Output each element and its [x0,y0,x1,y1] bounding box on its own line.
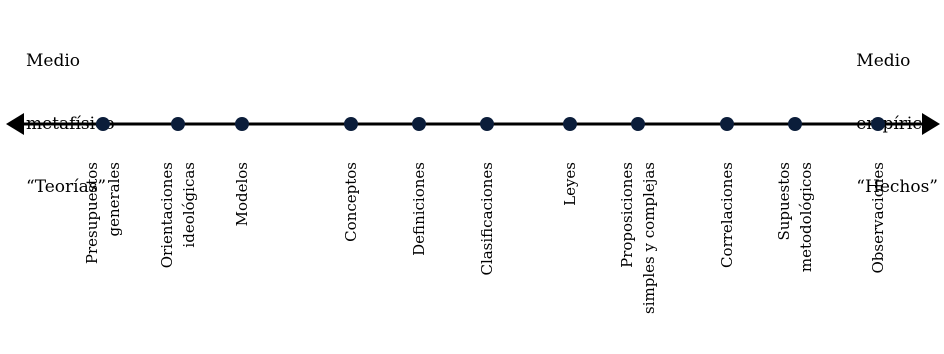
axis-point [96,117,110,131]
axis-point [344,117,358,131]
point-label: simples y complejas [640,162,658,314]
point-label: generales [105,162,123,237]
left-pole-line-1: Medio [26,51,81,71]
point-label: Orientaciones [158,162,176,268]
axis-point [235,117,249,131]
point-label: Clasificaciones [478,162,496,276]
point-label: Conceptos [342,162,360,242]
point-label: Leyes [561,162,579,206]
axis-point [788,117,802,131]
points-layer: Presupuestos generales Orientaciones ideoló… [83,117,887,314]
right-pole-line-1: Medio [856,51,911,71]
axis-point [631,117,645,131]
axis-point [871,117,885,131]
right-arrowhead [922,113,940,135]
axis-point [480,117,494,131]
axis-point [412,117,426,131]
point-label: Modelos [233,162,251,226]
point-label: ideológicas [180,162,198,248]
point-label: Observaciones [869,162,887,274]
axis-point [720,117,734,131]
axis-point [563,117,577,131]
axis-point [171,117,185,131]
right-pole-line-3: “Hechos” [856,177,938,197]
point-label: metodológicos [797,162,815,272]
point-label: Proposiciones [618,162,636,268]
point-label: Definiciones [410,162,428,256]
left-pole-line-3: “Teorías” [26,177,107,197]
point-label: Correlaciones [718,162,736,268]
left-arrowhead [6,113,24,135]
point-label: Presupuestos [83,162,101,264]
point-label: Supuestos [775,162,793,241]
